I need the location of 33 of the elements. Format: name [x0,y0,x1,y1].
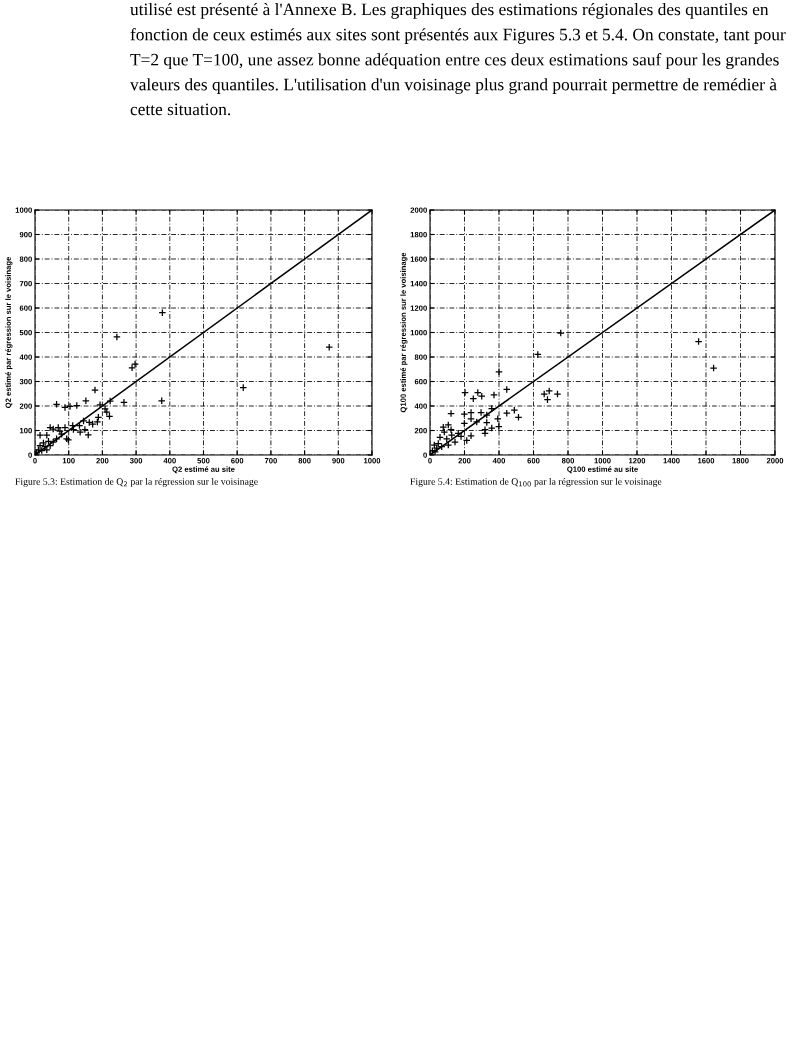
point [447,425,455,434]
point [91,386,99,394]
point [467,408,475,417]
point [472,418,481,426]
point [82,396,90,405]
point [477,408,485,417]
point [128,363,136,372]
point [495,367,503,376]
point [467,414,475,423]
point [461,388,469,397]
point [36,441,44,450]
caption: Figure 5.3: Estimation de Q$_{2}$ par la régression sur le voisinage [15,478,258,487]
point [451,438,459,446]
point [481,429,489,438]
text: utilisé est présenté à l'Annexe B. Les graphiques des estimations régionales des quantiles en fonction de ceux estimés aux sites sont présentés aux Figures 5.3 et 5.4. On constate, tant pour T=2 que T=100, une assez bonne adéquation entre ces deux estimations sauf pour les grandes valeurs des quantiles. L'utilisation d'un voisinage plus grand pourrait permettre de remédier à cette situation. [130,3,786,116]
point [490,391,498,399]
point [487,424,496,432]
point [113,333,121,341]
point [482,411,491,419]
point [131,360,139,368]
point [447,409,455,418]
point [120,398,128,407]
point [553,390,562,399]
point [49,438,58,446]
point [709,364,718,372]
point [80,425,89,434]
point [36,431,44,440]
point [556,329,565,337]
point [84,431,93,439]
caption: Figure 5.4: Estimation de Q$_{100}$ par la régression sur le voisinage [410,478,662,487]
point [106,397,115,405]
point [96,400,104,409]
point [444,441,453,449]
